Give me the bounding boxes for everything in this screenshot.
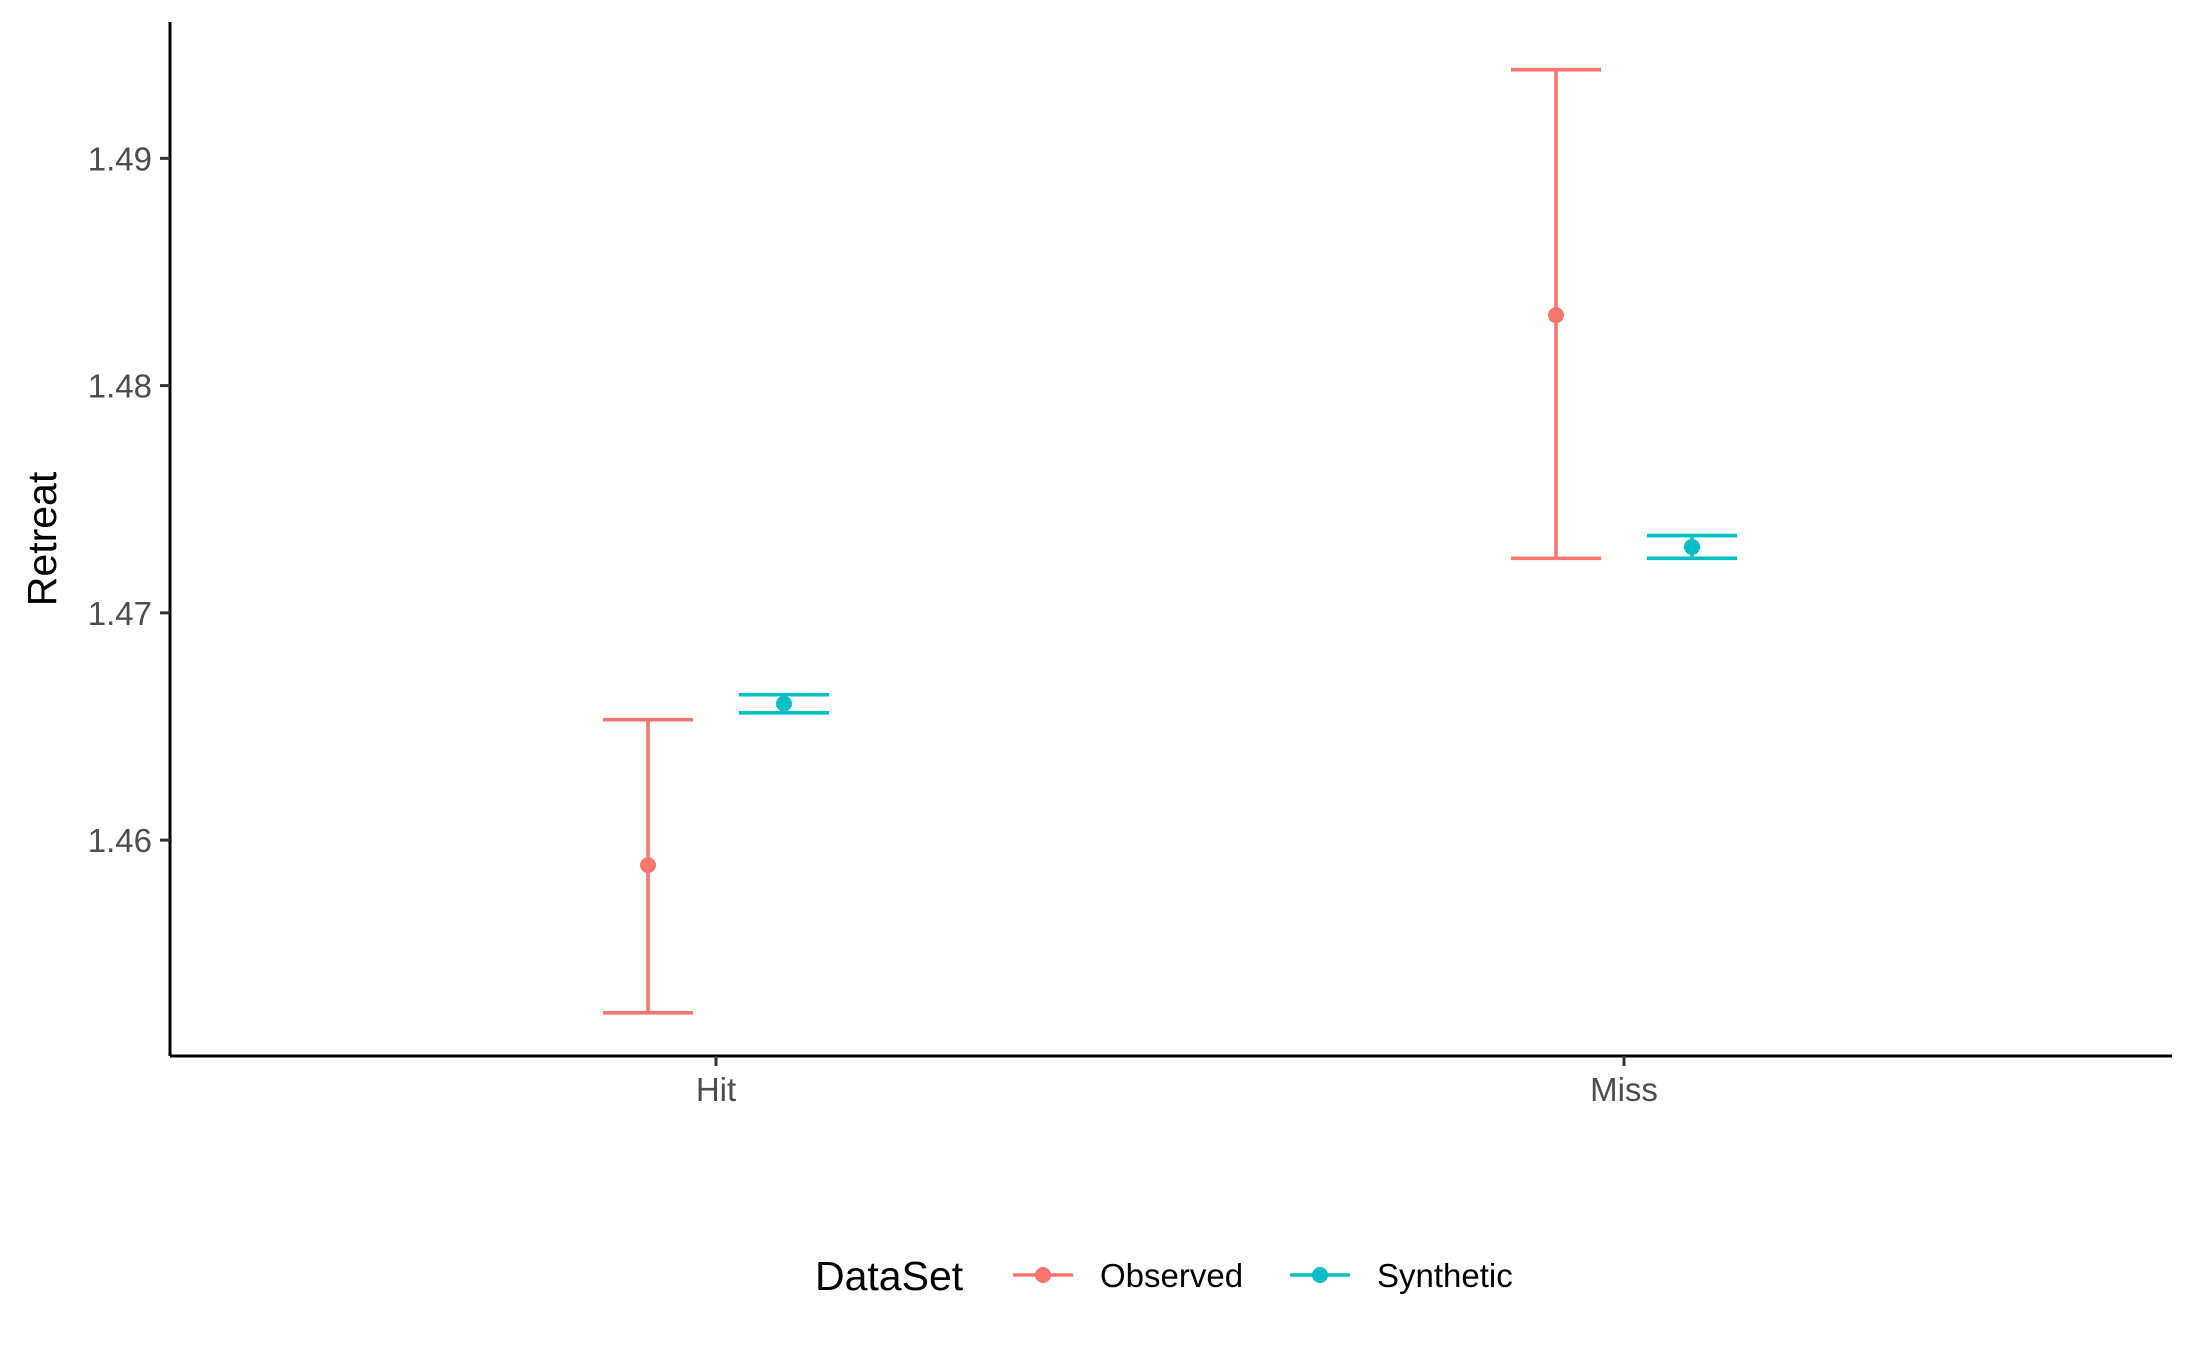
point-synthetic-miss [1684,538,1700,555]
y-tick-label: 1.48 [88,368,152,405]
chart-marks [603,67,1737,1015]
x-tick-label-miss: Miss [1590,1071,1658,1108]
chart-legend: DataSet Observed Synthetic [815,1253,1513,1299]
legend-key-point [1035,1267,1051,1283]
point-observed-miss [1548,307,1564,324]
point-synthetic-hit [776,695,792,712]
series-observed [603,67,1601,1015]
x-tick-label-hit: Hit [696,1071,736,1108]
point-observed-hit [640,857,656,874]
legend-key-point [1312,1267,1328,1283]
legend-title: DataSet [815,1253,964,1299]
chart-axes: 1.46 1.47 1.48 1.49 Hit Miss Retreat [19,22,2172,1108]
y-tick-label: 1.47 [88,595,152,632]
y-tick-label: 1.49 [88,140,152,177]
y-tick-label: 1.46 [88,822,152,859]
legend-item-synthetic: Synthetic [1290,1257,1513,1294]
legend-label: Observed [1100,1257,1243,1294]
y-axis-title: Retreat [19,471,65,606]
series-synthetic [739,533,1737,715]
legend-label: Synthetic [1377,1257,1513,1294]
legend-item-observed: Observed [1013,1257,1243,1294]
